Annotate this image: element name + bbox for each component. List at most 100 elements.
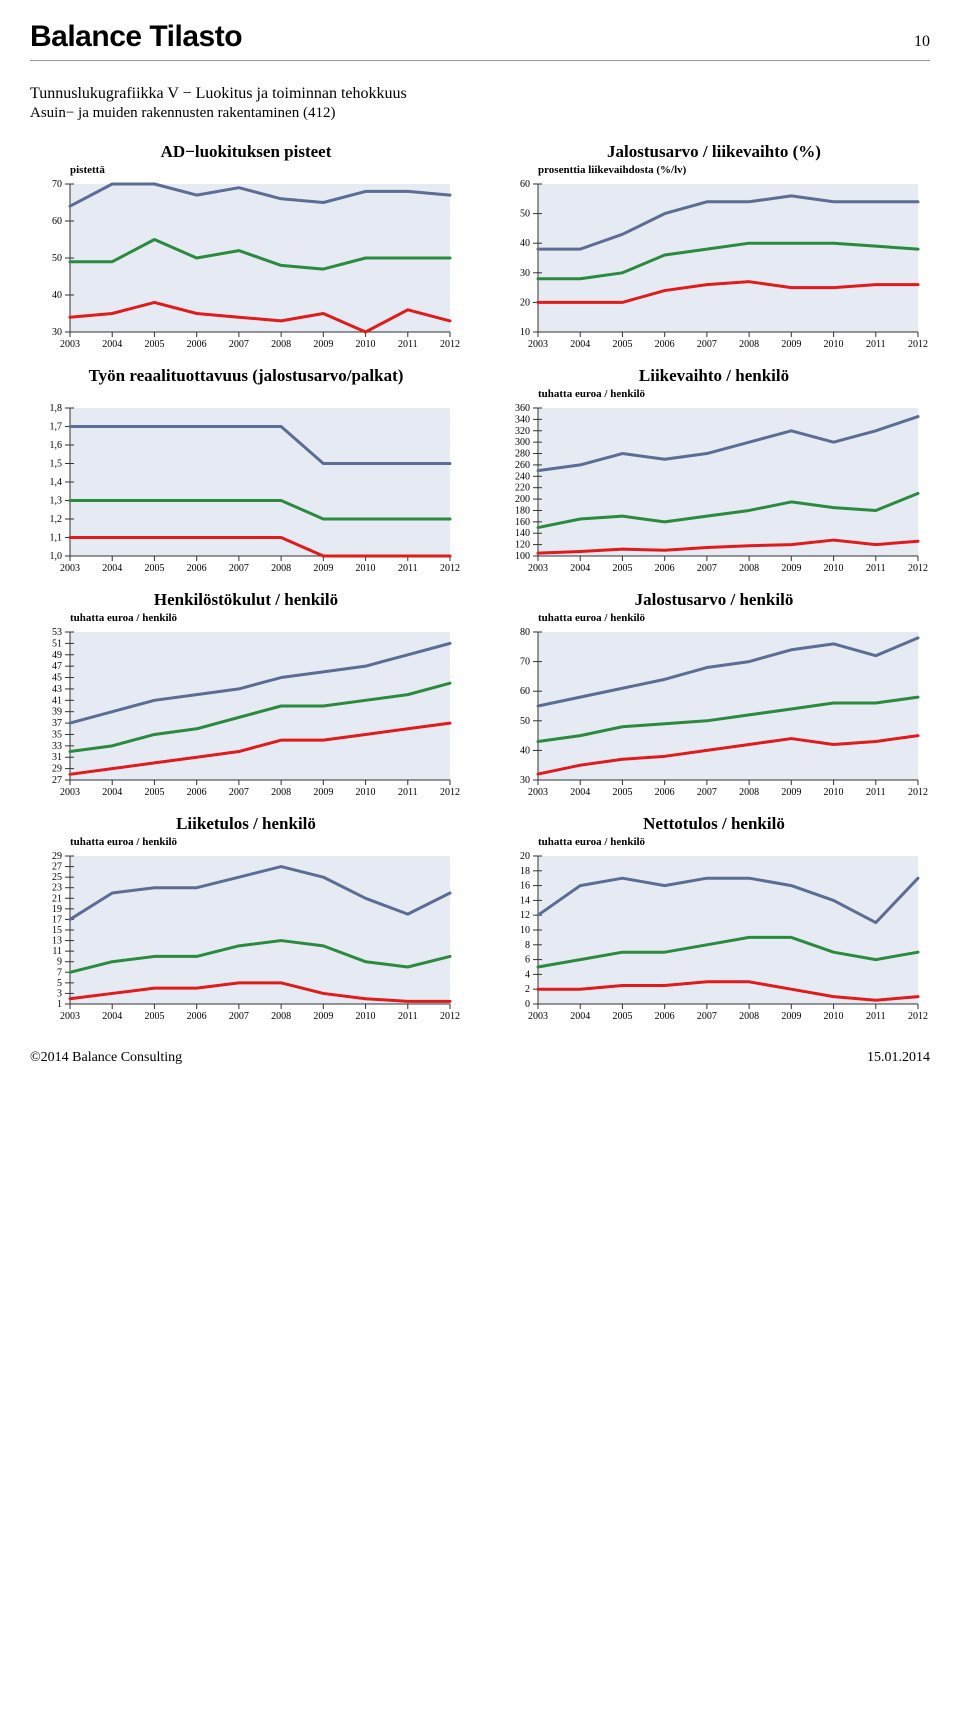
svg-text:2: 2 <box>525 984 530 995</box>
svg-text:14: 14 <box>520 895 530 906</box>
svg-text:2006: 2006 <box>655 1011 675 1022</box>
svg-text:40: 40 <box>520 745 530 756</box>
svg-text:2003: 2003 <box>528 1011 548 1022</box>
svg-text:70: 70 <box>52 179 62 190</box>
chart-ad: AD−luokituksen pisteetpistettä3040506070… <box>30 136 462 350</box>
svg-text:49: 49 <box>52 650 62 661</box>
svg-text:2005: 2005 <box>144 339 164 350</box>
svg-text:2003: 2003 <box>60 1011 80 1022</box>
chart-svg: 1001201401601802002202402602803003203403… <box>498 402 928 574</box>
svg-text:2010: 2010 <box>824 563 844 574</box>
chart-nettotulos: Nettotulos / henkilö tuhatta euroa / henk… <box>498 808 930 1022</box>
svg-text:2007: 2007 <box>697 1011 717 1022</box>
footer-date: 15.01.2014 <box>867 1050 930 1066</box>
svg-text:2007: 2007 <box>697 787 717 798</box>
svg-text:2007: 2007 <box>697 563 717 574</box>
svg-text:3: 3 <box>57 988 62 999</box>
svg-text:13: 13 <box>52 936 62 947</box>
svg-text:15: 15 <box>52 925 62 936</box>
svg-text:2009: 2009 <box>781 563 801 574</box>
svg-text:9: 9 <box>57 957 62 968</box>
svg-text:70: 70 <box>520 657 530 668</box>
svg-text:41: 41 <box>52 695 62 706</box>
svg-text:2003: 2003 <box>60 339 80 350</box>
svg-text:25: 25 <box>52 872 62 883</box>
section-title: Tunnuslukugrafiikka V − Luokitus ja toim… <box>30 85 930 103</box>
svg-text:2006: 2006 <box>655 339 675 350</box>
chart-subtitle: pistettä <box>70 164 462 176</box>
svg-text:10: 10 <box>520 327 530 338</box>
svg-text:60: 60 <box>52 216 62 227</box>
svg-text:2012: 2012 <box>440 1011 460 1022</box>
svg-text:50: 50 <box>52 253 62 264</box>
svg-text:2003: 2003 <box>60 787 80 798</box>
svg-text:2012: 2012 <box>440 787 460 798</box>
svg-text:43: 43 <box>52 684 62 695</box>
svg-text:2008: 2008 <box>739 563 759 574</box>
svg-text:2009: 2009 <box>313 339 333 350</box>
svg-text:120: 120 <box>515 540 530 551</box>
svg-text:7: 7 <box>57 967 62 978</box>
svg-text:2006: 2006 <box>187 339 207 350</box>
svg-text:2011: 2011 <box>398 1011 418 1022</box>
svg-text:2007: 2007 <box>229 563 249 574</box>
svg-text:2008: 2008 <box>739 1011 759 1022</box>
charts-grid: AD−luokituksen pisteetpistettä3040506070… <box>30 136 930 1022</box>
chart-svg: 2729313335373941434547495153200320042005… <box>30 626 460 798</box>
chart-title: Työn reaalituottavuus (jalostusarvo/palk… <box>30 366 462 386</box>
chart-title: Liiketulos / henkilö <box>30 814 462 834</box>
svg-text:60: 60 <box>520 686 530 697</box>
chart-svg: 1020304050602003200420052006200720082009… <box>498 178 928 350</box>
svg-text:2007: 2007 <box>229 787 249 798</box>
svg-text:53: 53 <box>52 627 62 638</box>
svg-text:5: 5 <box>57 978 62 989</box>
svg-text:2004: 2004 <box>570 339 590 350</box>
svg-text:4: 4 <box>525 969 530 980</box>
svg-text:31: 31 <box>52 752 62 763</box>
chart-tyon: Työn reaalituottavuus (jalostusarvo/palk… <box>30 360 462 574</box>
copyright: ©2014 Balance Consulting <box>30 1050 182 1066</box>
svg-text:200: 200 <box>515 494 530 505</box>
svg-text:2004: 2004 <box>102 563 122 574</box>
svg-text:2011: 2011 <box>398 339 418 350</box>
svg-text:21: 21 <box>52 893 62 904</box>
chart-title: Henkilöstökulut / henkilö <box>30 590 462 610</box>
svg-text:2012: 2012 <box>908 563 928 574</box>
svg-text:20: 20 <box>520 297 530 308</box>
svg-text:2006: 2006 <box>655 787 675 798</box>
chart-subtitle: tuhatta euroa / henkilö <box>538 836 930 848</box>
svg-text:30: 30 <box>520 775 530 786</box>
svg-text:1,1: 1,1 <box>50 533 63 544</box>
svg-text:19: 19 <box>52 904 62 915</box>
svg-text:2011: 2011 <box>866 1011 886 1022</box>
svg-text:140: 140 <box>515 528 530 539</box>
svg-text:2009: 2009 <box>781 339 801 350</box>
svg-text:2009: 2009 <box>313 787 333 798</box>
svg-text:2006: 2006 <box>187 1011 207 1022</box>
svg-text:300: 300 <box>515 437 530 448</box>
svg-text:2006: 2006 <box>187 563 207 574</box>
chart-title: Nettotulos / henkilö <box>498 814 930 834</box>
svg-text:2003: 2003 <box>528 339 548 350</box>
svg-text:100: 100 <box>515 551 530 562</box>
svg-text:260: 260 <box>515 460 530 471</box>
svg-text:2008: 2008 <box>739 787 759 798</box>
svg-text:40: 40 <box>520 238 530 249</box>
svg-text:2012: 2012 <box>908 787 928 798</box>
chart-subtitle: tuhatta euroa / henkilö <box>70 836 462 848</box>
svg-text:2004: 2004 <box>102 339 122 350</box>
svg-text:60: 60 <box>520 179 530 190</box>
svg-text:39: 39 <box>52 707 62 718</box>
svg-text:1,8: 1,8 <box>50 403 63 414</box>
svg-text:2012: 2012 <box>440 339 460 350</box>
svg-text:1,2: 1,2 <box>50 514 63 525</box>
svg-text:29: 29 <box>52 764 62 775</box>
chart-jalost_pct: Jalostusarvo / liikevaihto (%)prosenttia… <box>498 136 930 350</box>
svg-text:2009: 2009 <box>781 787 801 798</box>
svg-text:320: 320 <box>515 426 530 437</box>
svg-text:18: 18 <box>520 866 530 877</box>
svg-text:16: 16 <box>520 881 530 892</box>
svg-text:50: 50 <box>520 209 530 220</box>
svg-text:1,4: 1,4 <box>50 477 63 488</box>
svg-text:2003: 2003 <box>528 787 548 798</box>
